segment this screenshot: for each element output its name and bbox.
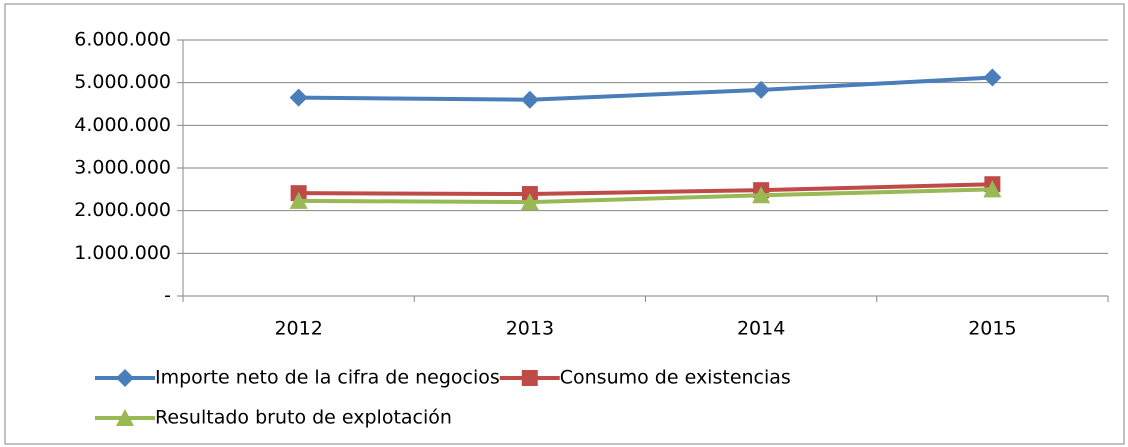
chart-border [4,3,1125,445]
data-point [752,80,771,99]
y-tick-label: 1.000.000 [74,242,171,264]
data-point [520,193,539,211]
legend-marker [116,369,134,387]
series-line [298,75,993,102]
series-line [298,182,993,197]
legend-label: Consumo de existencias [560,367,791,389]
data-point [752,186,771,204]
y-tick-label: 4.000.000 [74,114,171,136]
x-tick-label: 2012 [274,318,322,340]
legend-label: Importe neto de la cifra de negocios [155,367,500,389]
data-point [983,68,1002,87]
x-tick-label: 2014 [737,318,785,340]
legend-marker [116,409,134,426]
x-tick-label: 2013 [506,318,554,340]
legend-label: Resultado bruto de explotación [155,407,452,429]
legend-marker [521,370,538,386]
y-tick-label: 3.000.000 [74,157,171,179]
y-tick-label: 6.000.000 [74,29,171,51]
data-point [289,191,308,209]
y-tick-label: 2.000.000 [74,199,171,221]
series-line [298,187,993,205]
data-point [289,88,308,107]
x-tick-label: 2015 [968,318,1016,340]
data-point [520,90,539,109]
y-tick-label: 5.000.000 [74,71,171,93]
data-point [983,180,1002,198]
y-tick-label: - [164,285,171,307]
